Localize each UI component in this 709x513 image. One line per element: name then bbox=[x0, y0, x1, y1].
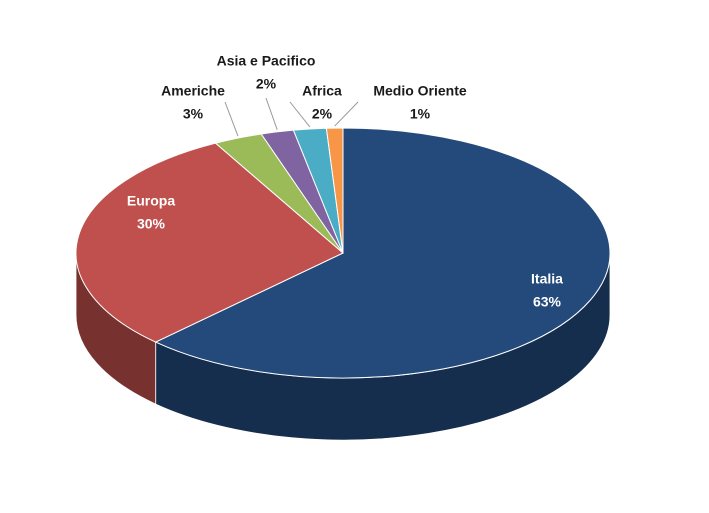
data-label-name: Medio Oriente bbox=[373, 83, 467, 99]
leader-line bbox=[265, 97, 278, 131]
data-label-value: 3% bbox=[183, 106, 204, 122]
data-label-name: Italia bbox=[531, 271, 563, 287]
data-label-value: 2% bbox=[256, 76, 277, 92]
data-label-value: 30% bbox=[137, 216, 166, 232]
data-label-value: 1% bbox=[410, 106, 431, 122]
pie-slice bbox=[75, 142, 344, 343]
pie-slice bbox=[325, 127, 344, 254]
data-label-name: Africa bbox=[302, 83, 342, 99]
pie-slice bbox=[154, 127, 611, 379]
data-label-value: 2% bbox=[312, 106, 333, 122]
leader-line bbox=[334, 101, 359, 127]
leader-line bbox=[224, 101, 239, 137]
data-label-name: Europa bbox=[127, 193, 175, 209]
leader-line bbox=[289, 101, 311, 128]
data-label-name: Americhe bbox=[161, 83, 225, 99]
data-label-value: 63% bbox=[533, 294, 562, 310]
data-label-name: Asia e Pacifico bbox=[217, 53, 316, 69]
